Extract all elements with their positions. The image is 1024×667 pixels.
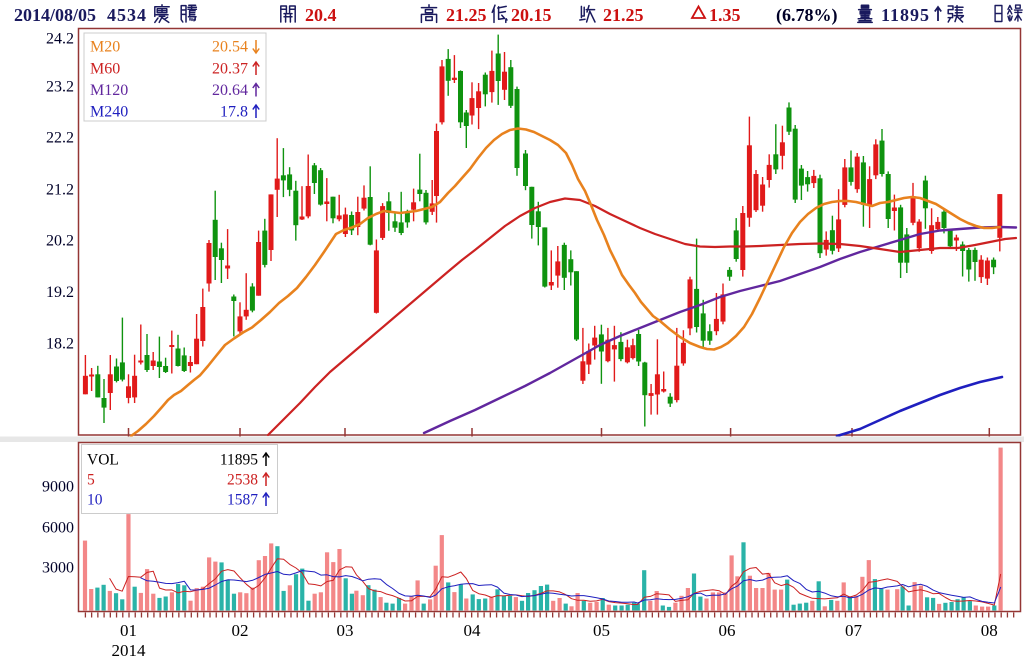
svg-text:22.2: 22.2: [46, 130, 74, 147]
svg-text:03: 03: [337, 621, 354, 640]
svg-text:20.54: 20.54: [212, 39, 248, 56]
svg-text:11895: 11895: [881, 5, 930, 25]
svg-text:M60: M60: [90, 61, 120, 78]
svg-text:M20: M20: [90, 39, 120, 56]
svg-text:06: 06: [719, 621, 736, 640]
svg-text:2014/08/05: 2014/08/05: [14, 5, 96, 25]
svg-text:(6.78%): (6.78%): [776, 5, 838, 26]
svg-text:20.4: 20.4: [305, 5, 337, 25]
svg-text:5: 5: [87, 472, 95, 489]
svg-text:05: 05: [593, 621, 610, 640]
svg-text:20.64: 20.64: [212, 82, 248, 99]
svg-text:VOL: VOL: [87, 452, 119, 469]
svg-text:9000: 9000: [42, 479, 74, 496]
svg-text:6000: 6000: [42, 520, 74, 537]
svg-text:M240: M240: [90, 104, 128, 121]
svg-text:2538: 2538: [227, 472, 258, 489]
svg-text:1.35: 1.35: [709, 5, 741, 25]
svg-text:21.25: 21.25: [603, 5, 644, 25]
svg-text:17.8: 17.8: [220, 104, 248, 121]
svg-text:M120: M120: [90, 82, 128, 99]
svg-text:1587: 1587: [227, 492, 258, 509]
svg-text:20.37: 20.37: [212, 61, 248, 78]
svg-text:11895: 11895: [220, 452, 258, 469]
svg-text:18.2: 18.2: [46, 336, 74, 353]
svg-text:23.2: 23.2: [46, 79, 74, 96]
svg-text:21.25: 21.25: [446, 5, 487, 25]
svg-text:4534: 4534: [107, 5, 147, 25]
svg-text:01: 01: [120, 621, 137, 640]
svg-text:3000: 3000: [42, 560, 74, 577]
svg-text:24.2: 24.2: [46, 30, 74, 47]
svg-text:04: 04: [464, 621, 482, 640]
svg-text:20.2: 20.2: [46, 233, 74, 250]
svg-text:20.15: 20.15: [511, 5, 552, 25]
svg-text:07: 07: [845, 621, 863, 640]
svg-text:02: 02: [232, 621, 249, 640]
svg-text:10: 10: [87, 492, 103, 509]
svg-text:08: 08: [981, 621, 998, 640]
svg-text:21.2: 21.2: [46, 182, 74, 199]
svg-text:2014: 2014: [112, 641, 147, 660]
svg-text:19.2: 19.2: [46, 284, 74, 301]
